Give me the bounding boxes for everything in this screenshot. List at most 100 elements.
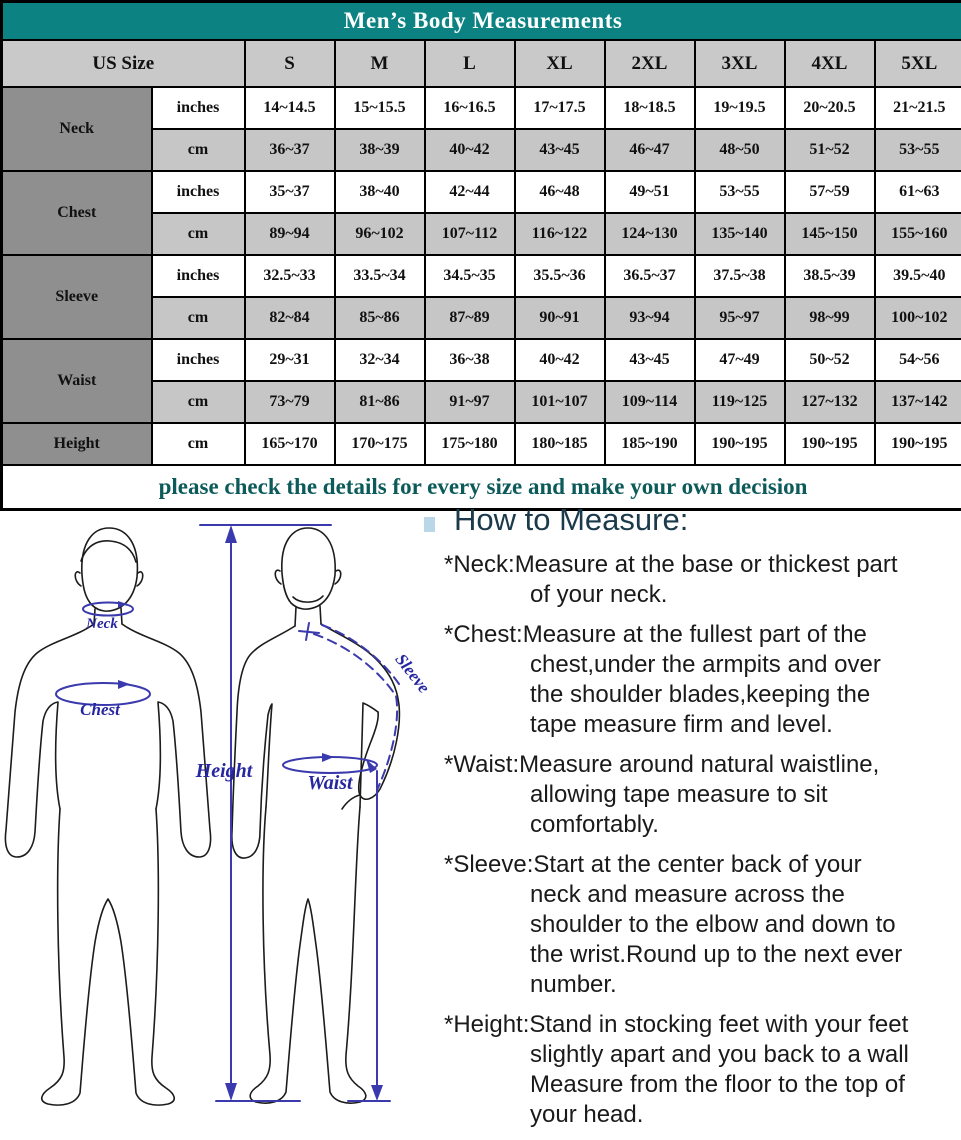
value-cell: 16~16.5 bbox=[425, 87, 515, 129]
value-cell: 93~94 bbox=[605, 297, 695, 339]
unit-cell: inches bbox=[152, 255, 245, 297]
tip-line: *Height:Stand in stocking feet with your… bbox=[444, 1010, 961, 1040]
tip-line: comfortably. bbox=[444, 810, 961, 840]
tip-line: slightly apart and you back to a wall bbox=[444, 1040, 961, 1070]
value-cell: 73~79 bbox=[245, 381, 335, 423]
sleeve-dashed-line bbox=[314, 634, 397, 790]
value-cell: 54~56 bbox=[875, 339, 961, 381]
value-cell: 32.5~33 bbox=[245, 255, 335, 297]
size-header-cell: 4XL bbox=[785, 40, 875, 87]
tip-line: neck and measure across the bbox=[444, 880, 961, 910]
value-cell: 135~140 bbox=[695, 213, 785, 255]
value-cell: 82~84 bbox=[245, 297, 335, 339]
unit-cell: cm bbox=[152, 129, 245, 171]
pale-blue-square bbox=[424, 517, 435, 532]
value-cell: 81~86 bbox=[335, 381, 425, 423]
unit-cell: cm bbox=[152, 423, 245, 465]
value-cell: 17~17.5 bbox=[515, 87, 605, 129]
value-cell: 170~175 bbox=[335, 423, 425, 465]
value-cell: 96~102 bbox=[335, 213, 425, 255]
value-cell: 89~94 bbox=[245, 213, 335, 255]
measure-tip-chest: *Chest:Measure at the fullest part of th… bbox=[444, 620, 961, 740]
tip-line: of your neck. bbox=[444, 580, 961, 610]
unit-cell: inches bbox=[152, 339, 245, 381]
wrist-floor-arrow bbox=[371, 1085, 383, 1101]
value-cell: 50~52 bbox=[785, 339, 875, 381]
unit-cell: inches bbox=[152, 87, 245, 129]
value-cell: 42~44 bbox=[425, 171, 515, 213]
tip-line: allowing tape measure to sit bbox=[444, 780, 961, 810]
row-label-neck: Neck bbox=[2, 87, 152, 171]
value-cell: 32~34 bbox=[335, 339, 425, 381]
value-cell: 40~42 bbox=[515, 339, 605, 381]
value-cell: 95~97 bbox=[695, 297, 785, 339]
value-cell: 53~55 bbox=[875, 129, 961, 171]
value-cell: 37.5~38 bbox=[695, 255, 785, 297]
tip-line: your head. bbox=[444, 1100, 961, 1130]
value-cell: 190~195 bbox=[695, 423, 785, 465]
tip-line: Measure from the floor to the top of bbox=[444, 1070, 961, 1100]
tip-line: number. bbox=[444, 970, 961, 1000]
value-cell: 87~89 bbox=[425, 297, 515, 339]
size-header-cell: S bbox=[245, 40, 335, 87]
unit-cell: cm bbox=[152, 213, 245, 255]
value-cell: 190~195 bbox=[875, 423, 961, 465]
neck-label: Neck bbox=[85, 616, 118, 632]
value-cell: 61~63 bbox=[875, 171, 961, 213]
chest-arrow bbox=[118, 680, 130, 689]
value-cell: 180~185 bbox=[515, 423, 605, 465]
value-cell: 98~99 bbox=[785, 297, 875, 339]
value-cell: 20~20.5 bbox=[785, 87, 875, 129]
value-cell: 19~19.5 bbox=[695, 87, 785, 129]
size-header-cell: 2XL bbox=[605, 40, 695, 87]
value-cell: 36~37 bbox=[245, 129, 335, 171]
value-cell: 49~51 bbox=[605, 171, 695, 213]
tip-line: *Waist:Measure around natural waistline, bbox=[444, 750, 961, 780]
waist-arrow bbox=[322, 753, 334, 762]
value-cell: 57~59 bbox=[785, 171, 875, 213]
value-cell: 165~170 bbox=[245, 423, 335, 465]
row-label-waist: Waist bbox=[2, 339, 152, 423]
back-figure bbox=[232, 528, 400, 1103]
body-measurement-diagram: Neck Chest Height Waist Sleeve bbox=[0, 497, 440, 1128]
value-cell: 21~21.5 bbox=[875, 87, 961, 129]
value-cell: 18~18.5 bbox=[605, 87, 695, 129]
unit-cell: cm bbox=[152, 297, 245, 339]
tip-line: shoulder to the elbow and down to bbox=[444, 910, 961, 940]
value-cell: 36.5~37 bbox=[605, 255, 695, 297]
value-cell: 124~130 bbox=[605, 213, 695, 255]
row-label-chest: Chest bbox=[2, 171, 152, 255]
height-label: Height bbox=[195, 760, 254, 782]
sleeve-label: Sleeve bbox=[391, 650, 434, 697]
how-to-measure-section: How to Measure: *Neck:Measure at the bas… bbox=[444, 502, 961, 1140]
value-cell: 29~31 bbox=[245, 339, 335, 381]
size-header-cell: 3XL bbox=[695, 40, 785, 87]
tip-line: *Sleeve:Start at the center back of your bbox=[444, 850, 961, 880]
value-cell: 46~47 bbox=[605, 129, 695, 171]
measurement-annotations bbox=[56, 517, 435, 1101]
value-cell: 43~45 bbox=[515, 129, 605, 171]
how-to-title: How to Measure: bbox=[454, 502, 961, 538]
value-cell: 116~122 bbox=[515, 213, 605, 255]
value-cell: 107~112 bbox=[425, 213, 515, 255]
chart-title: Men’s Body Measurements bbox=[2, 2, 961, 41]
value-cell: 48~50 bbox=[695, 129, 785, 171]
unit-cell: cm bbox=[152, 381, 245, 423]
value-cell: 39.5~40 bbox=[875, 255, 961, 297]
value-cell: 119~125 bbox=[695, 381, 785, 423]
value-cell: 38~39 bbox=[335, 129, 425, 171]
chest-label: Chest bbox=[80, 700, 121, 719]
unit-cell: inches bbox=[152, 171, 245, 213]
value-cell: 47~49 bbox=[695, 339, 785, 381]
value-cell: 85~86 bbox=[335, 297, 425, 339]
value-cell: 33.5~34 bbox=[335, 255, 425, 297]
tip-line: the shoulder blades,keeping the bbox=[444, 680, 961, 710]
size-header-cell: M bbox=[335, 40, 425, 87]
value-cell: 100~102 bbox=[875, 297, 961, 339]
tip-line: the wrist.Round up to the next ever bbox=[444, 940, 961, 970]
value-cell: 36~38 bbox=[425, 339, 515, 381]
measure-tip-neck: *Neck:Measure at the base or thickest pa… bbox=[444, 550, 961, 610]
tip-line: *Chest:Measure at the fullest part of th… bbox=[444, 620, 961, 650]
tip-line: tape measure firm and level. bbox=[444, 710, 961, 740]
value-cell: 185~190 bbox=[605, 423, 695, 465]
